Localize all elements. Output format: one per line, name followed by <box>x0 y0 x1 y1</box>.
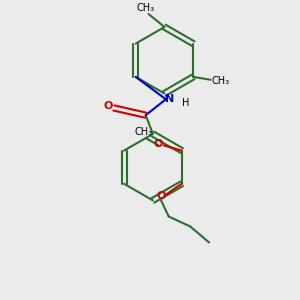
Text: CH₃: CH₃ <box>212 76 230 86</box>
Text: H: H <box>182 98 189 108</box>
Text: CH₃: CH₃ <box>136 3 155 13</box>
Text: O: O <box>154 139 163 149</box>
Text: N: N <box>165 94 174 104</box>
Text: O: O <box>156 191 166 201</box>
Text: CH₃: CH₃ <box>134 127 153 137</box>
Text: O: O <box>104 101 113 112</box>
